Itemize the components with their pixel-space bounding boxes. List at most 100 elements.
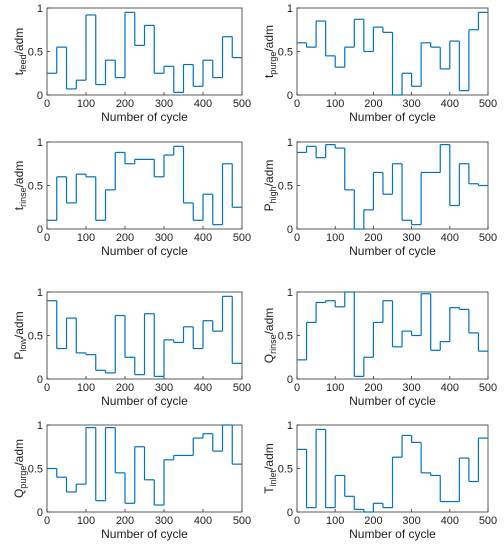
- y-tick-label: 1: [37, 420, 43, 432]
- x-tick-label: 100: [326, 382, 344, 394]
- x-tick-label: 300: [155, 232, 173, 244]
- y-axis-label-part: inlet: [268, 469, 278, 486]
- y-axis-label-part: /adm: [12, 161, 26, 188]
- y-tick-label: 0.5: [28, 47, 43, 59]
- x-tick-label: 300: [402, 98, 420, 110]
- x-tick-label: 400: [194, 98, 212, 110]
- x-tick-label: 500: [479, 382, 497, 394]
- x-tick-label: 100: [77, 382, 95, 394]
- y-tick-label: 0: [287, 224, 293, 236]
- x-tick-label: 500: [233, 515, 251, 527]
- y-axis-label: Qrinse/adm: [262, 308, 278, 364]
- y-axis-label-part: /adm: [12, 28, 26, 55]
- x-tick-label: 0: [294, 232, 300, 244]
- x-tick-label: 400: [441, 98, 459, 110]
- y-axis-label: Tinlet/adm: [262, 443, 278, 494]
- y-axis-label-part: /adm: [262, 443, 276, 470]
- y-axis-label-part: purge: [18, 466, 28, 489]
- x-axis-label: Number of cycle: [349, 394, 436, 408]
- y-axis-label-part: rinse: [18, 187, 28, 207]
- y-axis-label-part: high: [268, 186, 278, 203]
- y-tick-label: 0.5: [278, 331, 293, 343]
- y-tick-label: 0.5: [278, 181, 293, 193]
- x-tick-label: 0: [294, 515, 300, 527]
- x-tick-label: 0: [44, 98, 50, 110]
- y-axis-label-part: /adm: [12, 439, 26, 466]
- y-axis-label-part: rinse: [268, 334, 278, 354]
- x-tick-label: 200: [116, 232, 134, 244]
- y-axis-label: Qpurge/adm: [12, 439, 28, 498]
- x-tick-label: 300: [155, 98, 173, 110]
- y-tick-label: 1: [287, 3, 293, 15]
- x-tick-label: 400: [441, 232, 459, 244]
- y-axis-label-part: t: [12, 206, 26, 210]
- y-axis-label-part: feed: [18, 54, 28, 72]
- subplot: 0 100 200 300 400 500 0 0.5 1 Number of cycle trin…: [12, 137, 251, 258]
- subplot: 0 100 200 300 400 500 0 0.5 1 Number of cycle Qrin…: [262, 287, 497, 408]
- x-tick-label: 200: [364, 382, 382, 394]
- x-tick-label: 200: [116, 98, 134, 110]
- x-tick-label: 500: [479, 98, 497, 110]
- x-tick-label: 100: [77, 515, 95, 527]
- y-tick-label: 0.5: [278, 47, 293, 59]
- y-tick-label: 0.5: [28, 464, 43, 476]
- y-axis-label-part: /adm: [262, 160, 276, 187]
- x-axis-label: Number of cycle: [101, 244, 188, 258]
- x-tick-label: 200: [116, 382, 134, 394]
- x-tick-label: 500: [479, 515, 497, 527]
- y-axis-label: tpurge/adm: [262, 25, 278, 78]
- x-tick-label: 100: [326, 515, 344, 527]
- y-axis-label-part: Q: [262, 354, 276, 363]
- y-axis-label: Phigh/adm: [262, 160, 278, 212]
- subplot: 0 100 200 300 400 500 0 0.5 1 Number of cycle tpur…: [262, 3, 497, 124]
- y-axis-label: trinse/adm: [12, 161, 28, 211]
- y-axis-label: Plow/adm: [12, 311, 28, 359]
- x-tick-label: 200: [116, 515, 134, 527]
- x-tick-label: 200: [364, 98, 382, 110]
- y-tick-label: 0: [37, 90, 43, 102]
- x-tick-label: 100: [77, 98, 95, 110]
- y-tick-label: 1: [37, 287, 43, 299]
- subplot: 0 100 200 300 400 500 0 0.5 1 Number of cycle Plow…: [12, 287, 251, 408]
- x-tick-label: 400: [194, 232, 212, 244]
- x-tick-label: 0: [44, 382, 50, 394]
- x-tick-label: 0: [44, 232, 50, 244]
- x-tick-label: 500: [233, 232, 251, 244]
- x-tick-label: 300: [155, 515, 173, 527]
- x-axis-label: Number of cycle: [101, 527, 188, 541]
- y-axis-label-part: Q: [12, 489, 26, 498]
- y-axis-label-part: /adm: [262, 25, 276, 52]
- y-axis-label-part: P: [12, 352, 26, 360]
- x-tick-label: 200: [364, 515, 382, 527]
- x-tick-label: 400: [441, 382, 459, 394]
- y-tick-label: 0.5: [278, 464, 293, 476]
- y-tick-label: 0: [37, 374, 43, 386]
- x-tick-label: 300: [402, 382, 420, 394]
- y-tick-label: 0: [37, 507, 43, 519]
- y-tick-label: 1: [37, 137, 43, 149]
- y-axis-label-part: low: [18, 338, 28, 352]
- subplot: 0 100 200 300 400 500 0 0.5 1 Number of cycle Phig…: [262, 137, 497, 258]
- x-axis-label: Number of cycle: [349, 244, 436, 258]
- y-tick-label: 1: [287, 420, 293, 432]
- subplot: 0 100 200 300 400 500 0 0.5 1 Number of cycle Qpur…: [12, 420, 251, 541]
- x-tick-label: 0: [44, 515, 50, 527]
- y-tick-label: 1: [287, 287, 293, 299]
- x-tick-label: 300: [402, 515, 420, 527]
- y-axis-label: tfeed/adm: [12, 28, 28, 76]
- y-axis-label-part: t: [12, 71, 26, 75]
- x-tick-label: 500: [233, 382, 251, 394]
- y-tick-label: 0: [37, 224, 43, 236]
- x-tick-label: 400: [194, 382, 212, 394]
- y-tick-label: 0: [287, 374, 293, 386]
- x-tick-label: 100: [326, 98, 344, 110]
- y-tick-label: 0.5: [28, 181, 43, 193]
- y-tick-label: 0: [287, 90, 293, 102]
- x-tick-label: 200: [364, 232, 382, 244]
- x-tick-label: 0: [294, 382, 300, 394]
- y-axis-label-part: T: [262, 486, 276, 494]
- x-axis-label: Number of cycle: [101, 110, 188, 124]
- x-tick-label: 400: [194, 515, 212, 527]
- y-axis-label-part: /adm: [262, 308, 276, 335]
